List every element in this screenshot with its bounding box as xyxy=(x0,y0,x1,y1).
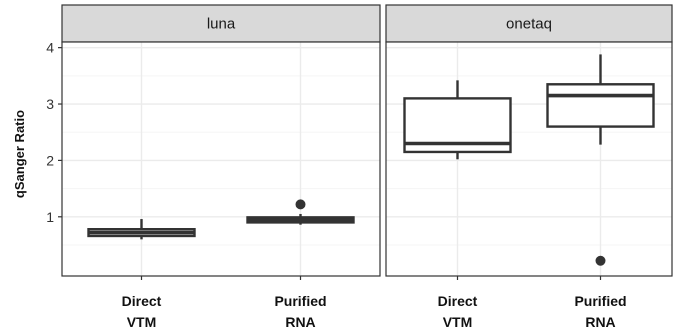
boxplot-direct-vtm xyxy=(403,80,512,160)
x-tick-label: Purified RNA xyxy=(574,293,626,330)
x-tick-label-line2: VTM xyxy=(127,314,157,330)
boxplot-purified-rna xyxy=(246,199,355,225)
x-tick-label-line2: RNA xyxy=(585,314,615,330)
y-tick-label: 4 xyxy=(46,40,54,56)
x-tick-label-line1: Purified xyxy=(274,293,326,309)
facet-panel-onetaq: onetaq Direct VTM Purified RNA xyxy=(385,4,673,330)
facet-strip-label: luna xyxy=(207,16,236,33)
x-tick-label-line1: Direct xyxy=(122,293,162,309)
facet-strip xyxy=(61,4,381,43)
box-iqr xyxy=(546,83,655,128)
y-tick-label: 3 xyxy=(46,96,54,112)
facet-strip-label: onetaq xyxy=(506,16,552,33)
x-tick-label: Purified RNA xyxy=(274,293,326,330)
boxplot-direct-vtm xyxy=(87,219,196,240)
plot-area: luna Direct VTM Purified RNA 1 2 3 4 onetaq Direct… xyxy=(46,4,673,330)
outlier-point xyxy=(595,255,606,266)
facet-strip xyxy=(385,4,673,43)
panel-background xyxy=(62,42,380,276)
x-tick-label-line2: VTM xyxy=(443,314,473,330)
y-tick-label: 2 xyxy=(46,152,54,168)
x-tick-label-line2: RNA xyxy=(285,314,315,330)
panel-border xyxy=(61,41,381,277)
panel-background xyxy=(386,42,672,276)
y-axis-title: qSanger Ratio xyxy=(12,110,27,198)
x-tick-label: Direct VTM xyxy=(122,293,162,330)
facet-panel-luna: luna Direct VTM Purified RNA 1 2 3 4 xyxy=(46,4,381,330)
x-tick-label: Direct VTM xyxy=(438,293,478,330)
x-tick-label-line1: Direct xyxy=(438,293,478,309)
x-tick-label-line1: Purified xyxy=(574,293,626,309)
outlier-point xyxy=(295,199,306,210)
panel-border xyxy=(385,41,673,277)
boxplot-purified-rna xyxy=(546,54,655,266)
y-tick-label: 1 xyxy=(46,209,54,225)
